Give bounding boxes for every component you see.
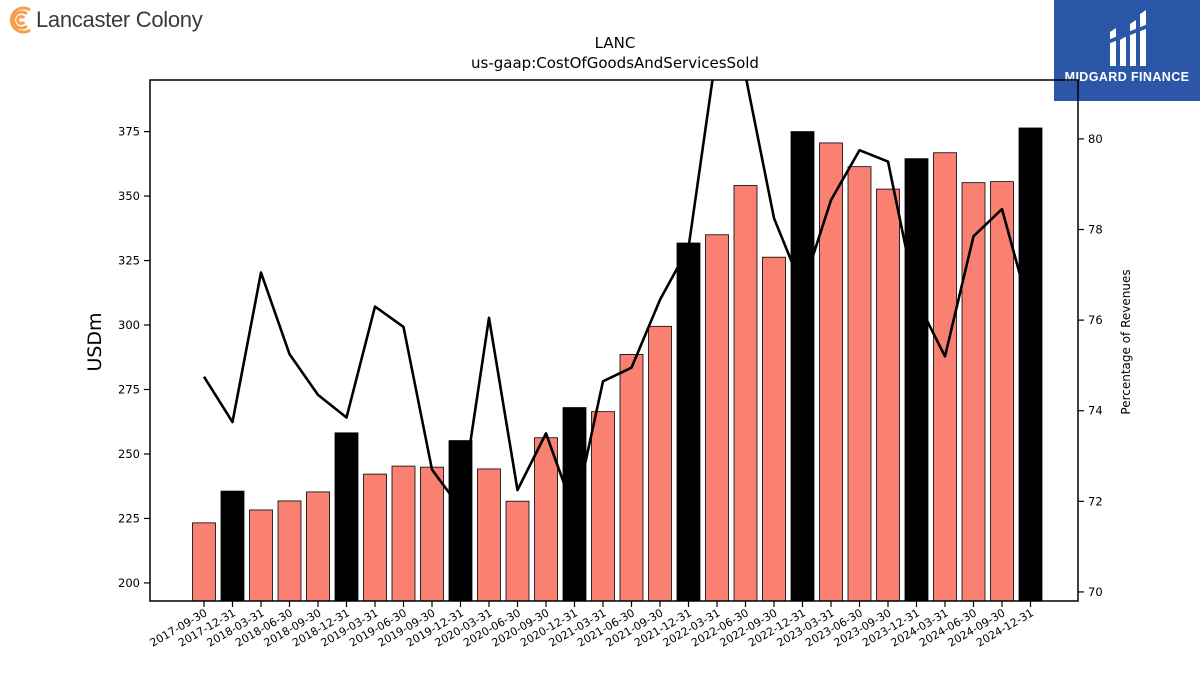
bar-2021-06-30 — [619, 354, 644, 602]
bar-2018-09-30 — [306, 491, 330, 602]
lancaster-colony-logo: Lancaster Colony — [6, 6, 203, 34]
y-tick-label: 275 — [118, 383, 140, 397]
bar-2018-12-31 — [334, 432, 359, 602]
bar-2019-06-30 — [391, 465, 416, 602]
bar-2022-03-31 — [705, 234, 729, 602]
plot-frame — [149, 79, 1079, 602]
y2-tick-label: 70 — [1088, 585, 1103, 599]
plot-area: 2002252502753003253503757072747678802017… — [118, 79, 1103, 650]
bar-2020-09-30 — [534, 437, 558, 602]
percentage-line — [202, 80, 1032, 514]
y-tick-label: 300 — [118, 318, 140, 332]
bar-2023-12-31 — [904, 158, 929, 602]
bar-2023-06-30 — [847, 166, 872, 602]
bar-2021-12-31 — [676, 242, 701, 602]
y2-tick-label: 78 — [1088, 223, 1103, 237]
bar-2024-09-30 — [990, 181, 1014, 602]
y-tick-label: 225 — [118, 511, 140, 525]
bar-2018-03-31 — [249, 509, 273, 602]
bar-2021-03-31 — [591, 411, 615, 602]
bar-2017-12-31 — [220, 490, 245, 602]
bar-2017-09-30 — [192, 522, 216, 602]
bar-2022-06-30 — [733, 185, 758, 602]
y-tick-label: 200 — [118, 576, 140, 590]
bar-2023-03-31 — [819, 142, 843, 602]
bar-2019-12-31 — [448, 440, 473, 602]
chart-title: LANC — [595, 34, 636, 52]
y2-tick-label: 76 — [1088, 313, 1103, 327]
bar-2021-09-30 — [648, 325, 672, 602]
bar-2020-03-31 — [477, 468, 501, 602]
lancaster-logo-icon — [9, 6, 31, 34]
y2-tick-label: 72 — [1088, 494, 1103, 508]
bar-2019-09-30 — [420, 466, 444, 602]
y2-tick-label: 74 — [1088, 404, 1103, 418]
bar-2022-09-30 — [762, 256, 786, 602]
bar-2019-03-31 — [363, 473, 387, 602]
y-axis-label: USDm — [84, 312, 106, 371]
y-tick-label: 325 — [118, 254, 140, 268]
bar-2024-03-31 — [933, 152, 957, 602]
company-logo-text: Lancaster Colony — [36, 7, 203, 32]
midgard-finance-logo: MIDGARD FINANCE — [1054, 0, 1200, 101]
y2-axis-label: Percentage of Revenues — [1119, 269, 1133, 414]
sponsor-logo-text: MIDGARD FINANCE — [1064, 70, 1190, 84]
midgard-logo-icon — [1108, 10, 1148, 66]
bar-2022-12-31 — [790, 131, 815, 602]
bar-2020-12-31 — [562, 407, 587, 602]
y2-tick-label: 80 — [1088, 132, 1103, 146]
y-tick-label: 350 — [118, 189, 140, 203]
bar-2024-12-31 — [1018, 127, 1043, 602]
bar-2020-06-30 — [505, 500, 530, 602]
bar-2018-06-30 — [277, 500, 302, 602]
chart-subtitle: us-gaap:CostOfGoodsAndServicesSold — [471, 54, 759, 72]
y-tick-label: 375 — [118, 125, 140, 139]
bar-2024-06-30 — [961, 182, 986, 602]
bar-2023-09-30 — [876, 188, 900, 602]
y-tick-label: 250 — [118, 447, 140, 461]
